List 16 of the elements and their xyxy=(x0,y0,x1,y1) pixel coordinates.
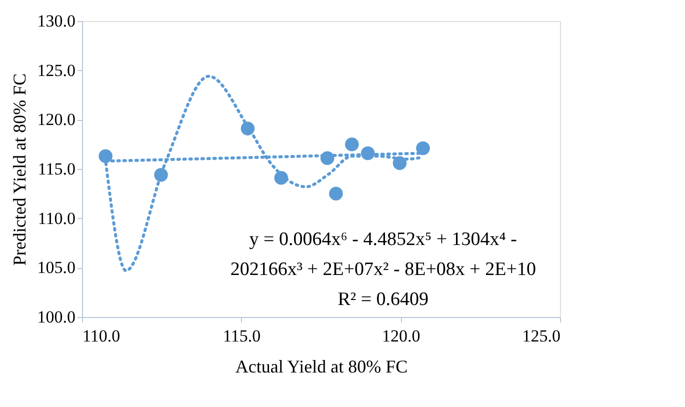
y-tick-label: 105.0 xyxy=(37,258,76,278)
annotation: R² = 0.6409 xyxy=(338,289,429,310)
y-axis-title: Predicted Yield at 80% FC xyxy=(9,73,30,266)
y-tick-label: 130.0 xyxy=(37,12,76,30)
x-tick-label: 115.0 xyxy=(223,326,261,346)
y-tick-label: 100.0 xyxy=(37,308,76,326)
annotation: 202166x³ + 2E+07x² - 8E+08x + 2E+10 xyxy=(230,259,536,280)
y-tick-label: 110.0 xyxy=(38,208,76,228)
x-tick-label: 120.0 xyxy=(382,326,420,346)
x-tick-label: 110.0 xyxy=(82,326,120,346)
x-axis-title: Actual Yield at 80% FC xyxy=(235,356,408,376)
y-tick-label: 115.0 xyxy=(38,160,76,178)
x-tick-label: 125.0 xyxy=(522,326,560,346)
y-tick-label: 125.0 xyxy=(37,60,76,80)
y-tick-label: 120.0 xyxy=(37,110,76,130)
annotation: y = 0.0064x⁶ - 4.4852x⁵ + 1304x⁴ - xyxy=(249,229,517,250)
